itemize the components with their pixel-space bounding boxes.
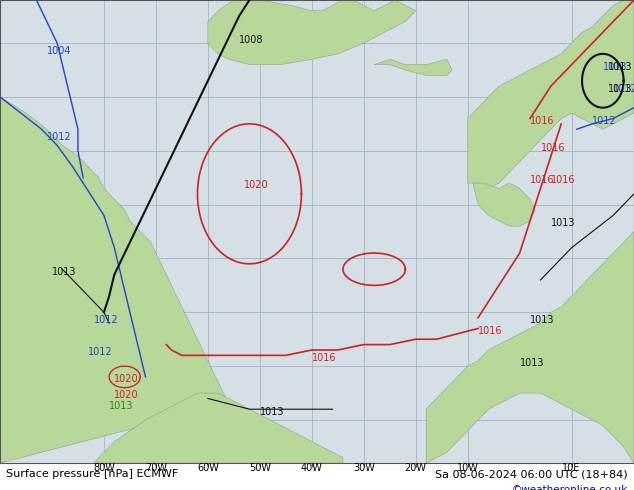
Text: 1013: 1013 xyxy=(260,407,284,416)
Polygon shape xyxy=(208,0,416,65)
Text: 1013: 1013 xyxy=(608,62,633,72)
Text: 1016: 1016 xyxy=(530,116,555,126)
Text: 1012: 1012 xyxy=(94,315,118,325)
Text: 50W: 50W xyxy=(249,463,271,473)
Text: 10E: 10E xyxy=(562,463,581,473)
Polygon shape xyxy=(94,393,343,463)
Text: 1016: 1016 xyxy=(551,175,575,185)
Polygon shape xyxy=(0,0,229,463)
Text: 1016: 1016 xyxy=(478,326,503,336)
Polygon shape xyxy=(374,59,452,75)
Text: 1012: 1012 xyxy=(88,347,113,357)
Text: 1020: 1020 xyxy=(114,391,139,400)
Text: 1013: 1013 xyxy=(109,401,134,411)
Text: 10W: 10W xyxy=(456,463,479,473)
Polygon shape xyxy=(426,232,634,463)
Text: 1012: 1012 xyxy=(613,83,634,94)
Text: 1012: 1012 xyxy=(47,132,72,142)
Text: 40W: 40W xyxy=(301,463,323,473)
Text: Sa 08-06-2024 06:00 UTC (18+84): Sa 08-06-2024 06:00 UTC (18+84) xyxy=(435,469,628,479)
Text: ©weatheronline.co.uk: ©weatheronline.co.uk xyxy=(512,485,628,490)
Text: 1016: 1016 xyxy=(540,143,565,153)
Text: 1016: 1016 xyxy=(530,175,555,185)
Text: 1008: 1008 xyxy=(239,35,264,45)
Text: 1013: 1013 xyxy=(520,358,544,368)
Text: 1012: 1012 xyxy=(592,116,617,126)
Text: 1020: 1020 xyxy=(114,374,139,384)
Text: 1004: 1004 xyxy=(47,46,71,56)
Text: 30W: 30W xyxy=(353,463,375,473)
Polygon shape xyxy=(478,102,530,151)
Text: 1013: 1013 xyxy=(52,267,77,276)
Text: 60W: 60W xyxy=(197,463,219,473)
Text: 1013: 1013 xyxy=(603,62,627,72)
Text: 80W: 80W xyxy=(93,463,115,473)
Text: 1020: 1020 xyxy=(244,180,269,191)
Text: 1016: 1016 xyxy=(312,353,336,363)
Polygon shape xyxy=(468,124,488,140)
Text: 20W: 20W xyxy=(404,463,427,473)
Polygon shape xyxy=(468,0,634,189)
Polygon shape xyxy=(473,183,535,226)
Text: 1013: 1013 xyxy=(551,218,575,228)
Text: 1013: 1013 xyxy=(608,83,633,94)
Text: 70W: 70W xyxy=(145,463,167,473)
Text: Surface pressure [hPa] ECMWF: Surface pressure [hPa] ECMWF xyxy=(6,469,179,479)
Text: 1013: 1013 xyxy=(530,315,555,325)
